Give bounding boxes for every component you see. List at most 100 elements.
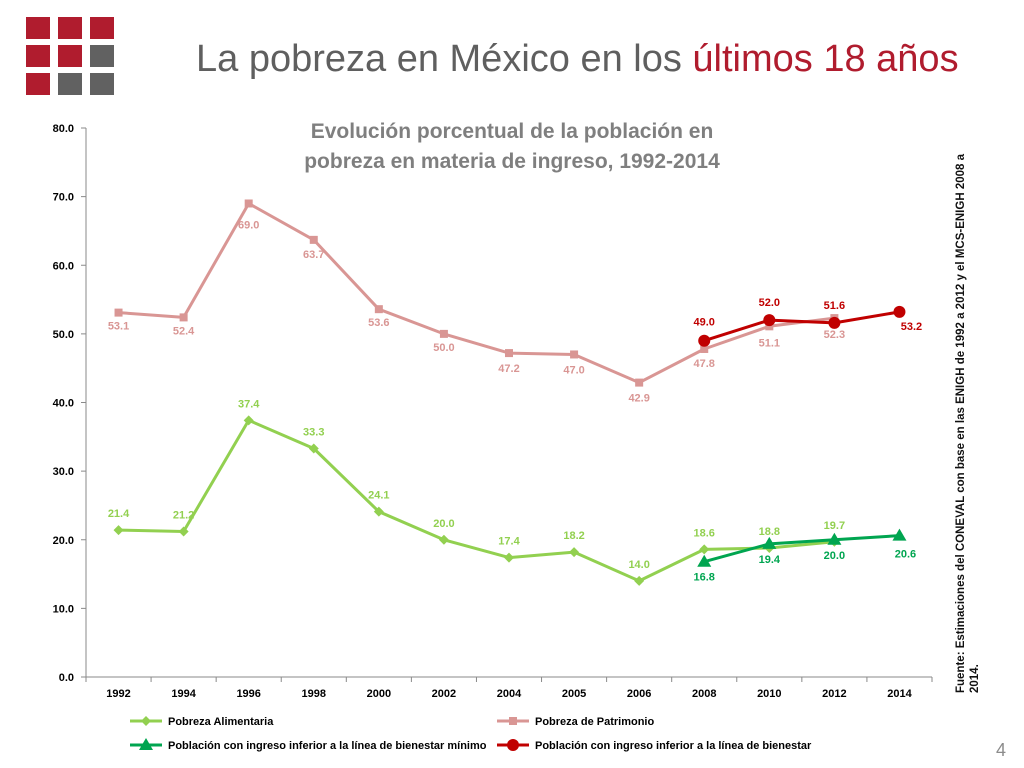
data-point: [697, 554, 712, 567]
title-highlight: últimos 18 años: [692, 38, 959, 80]
data-label: 14.0: [628, 559, 649, 571]
data-point: [762, 536, 777, 549]
data-point: [569, 547, 580, 558]
data-label: 16.8: [694, 572, 715, 584]
title-prefix: La pobreza en México en los: [196, 38, 693, 80]
source-note: Fuente: Estimaciones del CONEVAL con bas…: [955, 153, 981, 693]
x-tick-label: 2012: [822, 688, 846, 700]
x-tick-label: 2004: [497, 688, 522, 700]
data-point: [505, 349, 513, 358]
data-point: [698, 334, 711, 347]
logo-square: [26, 17, 50, 39]
logo-square: [90, 73, 114, 95]
logo-square: [26, 73, 50, 95]
data-label: 17.4: [498, 536, 520, 548]
data-point: [179, 313, 188, 322]
data-label: 47.8: [694, 358, 715, 370]
x-tick-label: 2005: [562, 688, 586, 700]
data-point: [308, 443, 319, 454]
data-label: 21.2: [173, 510, 194, 522]
data-label: 63.7: [303, 249, 324, 261]
data-label: 51.1: [759, 337, 780, 349]
y-tick-label: 80.0: [53, 123, 74, 135]
data-point: [309, 235, 318, 244]
data-label: 18.2: [563, 530, 584, 542]
legend-label: Población con ingreso inferior a la líne…: [535, 740, 812, 752]
y-tick-label: 40.0: [53, 398, 74, 410]
data-label: 53.1: [108, 321, 129, 333]
logo-square: [58, 73, 82, 95]
data-point: [504, 552, 514, 563]
legend-marker: [141, 716, 151, 726]
legend-label: Pobreza de Patrimonio: [535, 716, 654, 728]
page-title: La pobreza en México en los últimos 18 a…: [196, 40, 959, 78]
chart-title-line: Evolución porcentual de la población en: [311, 120, 714, 143]
data-point: [113, 525, 124, 536]
data-label: 47.0: [563, 364, 584, 376]
logo-square: [90, 17, 114, 39]
data-label: 47.2: [498, 363, 519, 375]
data-point: [374, 305, 383, 314]
data-label: 19.4: [759, 554, 781, 566]
data-label: 20.0: [433, 518, 454, 530]
x-tick-label: 1996: [236, 688, 260, 700]
x-tick-label: 1992: [106, 688, 130, 700]
data-point: [699, 544, 710, 555]
page-number: 4: [996, 740, 1007, 760]
data-label: 21.4: [108, 508, 130, 520]
data-label: 18.8: [759, 526, 780, 538]
x-tick-label: 1998: [302, 688, 326, 700]
data-label: 20.0: [824, 550, 845, 562]
data-label: 52.3: [824, 329, 845, 341]
data-point: [765, 322, 774, 331]
x-tick-label: 2010: [757, 688, 781, 700]
data-point: [763, 314, 776, 327]
data-label: 52.0: [759, 297, 780, 309]
logo-square: [26, 45, 50, 67]
series-line: [118, 418, 835, 583]
data-point: [243, 415, 254, 426]
data-point: [634, 575, 645, 586]
x-tick-label: 2014: [887, 688, 912, 700]
data-label: 42.9: [628, 393, 649, 405]
data-label: 51.6: [824, 300, 845, 312]
data-point: [893, 305, 906, 318]
x-tick-label: 2008: [692, 688, 716, 700]
data-point: [828, 316, 841, 329]
data-point: [373, 506, 384, 517]
data-label: 24.1: [368, 490, 389, 502]
data-point: [635, 378, 644, 387]
data-point: [244, 199, 253, 208]
logo: [26, 17, 114, 95]
y-tick-label: 20.0: [53, 535, 74, 547]
series-line: [703, 534, 900, 564]
legend-marker: [139, 738, 153, 750]
x-tick-label: 2000: [367, 688, 391, 700]
data-label: 50.0: [433, 342, 454, 354]
x-tick-label: 1994: [171, 688, 196, 700]
data-label: 18.6: [694, 527, 715, 539]
legend-label: Población con ingreso inferior a la líne…: [168, 740, 487, 752]
logo-square: [58, 17, 82, 39]
data-label: 53.6: [368, 317, 389, 329]
data-point: [700, 344, 709, 353]
y-tick-label: 0.0: [59, 672, 74, 684]
data-label: 69.0: [238, 219, 259, 231]
data-label: 52.4: [173, 325, 195, 337]
legend-marker: [509, 717, 517, 725]
data-label: 20.6: [895, 549, 916, 561]
data-point: [570, 350, 579, 359]
series-line: [118, 202, 835, 385]
y-tick-label: 10.0: [53, 603, 74, 615]
series-line: [703, 310, 900, 343]
data-label: 37.4: [238, 398, 260, 410]
legend-label: Pobreza Alimentaria: [168, 716, 274, 728]
y-tick-label: 60.0: [53, 260, 74, 272]
data-label: 33.3: [303, 426, 324, 438]
x-tick-label: 2006: [627, 688, 651, 700]
data-label: 19.7: [824, 520, 845, 532]
data-label: 49.0: [694, 317, 715, 329]
data-point: [114, 308, 123, 317]
y-tick-label: 70.0: [53, 192, 74, 204]
chart-title-line: pobreza en materia de ingreso, 1992-2014: [304, 150, 720, 173]
